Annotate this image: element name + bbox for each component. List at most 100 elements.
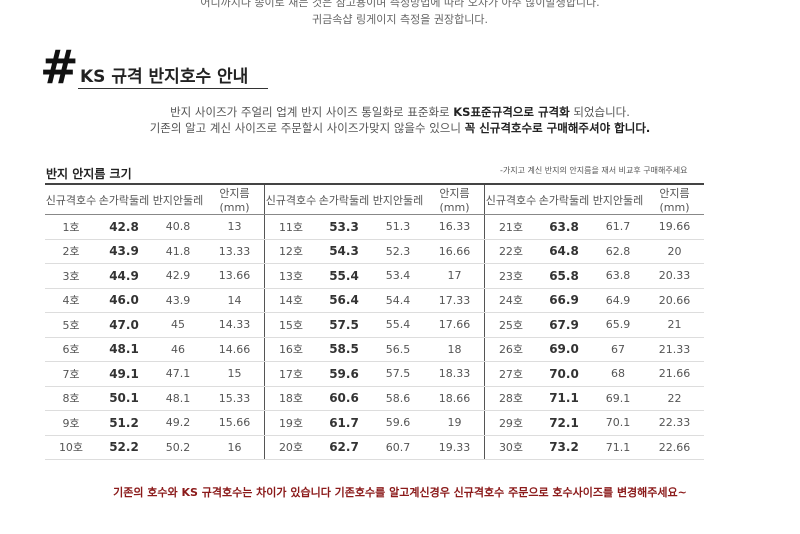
- table-cell: 6호: [45, 337, 97, 362]
- table-cell: 43.9: [151, 288, 205, 313]
- table-cell: 18: [425, 337, 485, 362]
- intro-line: 기존의 알고 계신 사이즈로 주문할시 사이즈가맞지 않을수 있으니 꼭 신규격…: [0, 120, 800, 136]
- table-cell: 15호: [264, 312, 317, 338]
- table-cell: 17.66: [425, 312, 485, 338]
- table-cell: 72.1: [537, 410, 591, 436]
- table-cell: 2호: [45, 239, 97, 264]
- table-cell: 64.8: [537, 239, 591, 264]
- table-cell: 58.6: [371, 386, 425, 411]
- table-cell: 59.6: [371, 410, 425, 436]
- table-cell: 17: [425, 263, 485, 289]
- table-cell: 15.33: [205, 386, 265, 411]
- table-cell: 41.8: [151, 239, 205, 264]
- table-cell: 68: [591, 361, 645, 387]
- table-cell: 19.66: [645, 214, 704, 240]
- table-cell: 4호: [45, 288, 97, 313]
- header-cell: 반지안둘레: [591, 183, 645, 215]
- table-row: 5호 47.0 45 14.33 15호 57.5 55.4 17.66 25호 67.9 65.9…: [45, 312, 704, 338]
- top-note: 귀금속샵 링게이지 측정을 권장합니다.: [312, 13, 488, 26]
- table-cell: 20: [645, 239, 704, 264]
- table-cell: 13.33: [205, 239, 265, 264]
- table-cell: 21호: [484, 214, 537, 240]
- table-cell: 56.5: [371, 337, 425, 362]
- table-cell: 13: [205, 214, 265, 240]
- emphasis: 꼭 신규격호수로 구매해주셔야 합니다.: [464, 121, 651, 135]
- table-cell: 63.8: [591, 263, 645, 289]
- header-cell: 반지안둘레: [371, 183, 425, 215]
- table-cell: 12호: [264, 239, 317, 264]
- header-cell: 손가락둘레: [97, 183, 151, 215]
- table-cell: 57.5: [317, 312, 371, 338]
- table-cell: 16호: [264, 337, 317, 362]
- table-cell: 18호: [264, 386, 317, 411]
- table-cell: 73.2: [537, 435, 591, 460]
- text: 반지 사이즈가 주얼리 업계 반지 사이즈 통일화로 표준화로: [170, 105, 454, 119]
- table-cell: 56.4: [317, 288, 371, 313]
- text: 기존의 알고 계신 사이즈로 주문할시 사이즈가맞지 않을수 있으니: [149, 121, 465, 135]
- table-cell: 43.9: [97, 239, 151, 264]
- heading-title: KS 규격 반지호수 안내: [80, 67, 249, 87]
- table-cell: 3호: [45, 263, 97, 289]
- table-cell: 54.4: [371, 288, 425, 313]
- table-cell: 52.3: [371, 239, 425, 264]
- table-cell: 64.9: [591, 288, 645, 313]
- table-cell: 42.8: [97, 214, 151, 240]
- table-cell: 17호: [264, 361, 317, 387]
- table-cell: 14.66: [205, 337, 265, 362]
- table-row: 1호 42.8 40.8 13 11호 53.3 51.3 16.33 21호 63.8 61.7 1…: [45, 214, 704, 240]
- table-cell: 53.3: [317, 214, 371, 240]
- table-row: 7호 49.1 47.1 15 17호 59.6 57.5 18.33 27호 70.0 68 21.…: [45, 361, 704, 387]
- table-cell: 14: [205, 288, 265, 313]
- table-cell: 18.66: [425, 386, 485, 411]
- table-cell: 20.33: [645, 263, 704, 289]
- table-cell: 58.5: [317, 337, 371, 362]
- table-row: 4호 46.0 43.9 14 14호 56.4 54.4 17.33 24호 66.9 64.9 2…: [45, 288, 704, 313]
- table-cell: 48.1: [97, 337, 151, 362]
- header-row: 신규격호수 손가락둘레 반지안둘레 안지름(mm) 신규격호수 손가락둘레 반지안둘레 안지름…: [45, 183, 704, 215]
- header-cell: 안지름(mm): [645, 183, 704, 215]
- table-cell: 24호: [484, 288, 537, 313]
- heading-mark: #: [40, 40, 79, 94]
- table-cell: 16.66: [425, 239, 485, 264]
- table-cell: 69.0: [537, 337, 591, 362]
- table-cell: 70.0: [537, 361, 591, 387]
- table-cell: 67.9: [537, 312, 591, 338]
- table-cell: 20호: [264, 435, 317, 460]
- heading-rule: [78, 88, 268, 89]
- table-cell: 13.66: [205, 263, 265, 289]
- table-cell: 19호: [264, 410, 317, 436]
- table-cell: 71.1: [537, 386, 591, 411]
- table-cell: 15: [205, 361, 265, 387]
- table-cell: 62.8: [591, 239, 645, 264]
- header-cell: 손가락둘레: [537, 183, 591, 215]
- table-cell: 18.33: [425, 361, 485, 387]
- table-cell: 60.7: [371, 435, 425, 460]
- table-cell: 10호: [45, 435, 97, 460]
- table-row: 10호 52.2 50.2 16 20호 62.7 60.7 19.33 30호 73.2 71.1…: [45, 435, 704, 460]
- table-cell: 29호: [484, 410, 537, 436]
- table-cell: 61.7: [591, 214, 645, 240]
- table-cell: 49.1: [97, 361, 151, 387]
- table-cell: 61.7: [317, 410, 371, 436]
- table-cell: 19.33: [425, 435, 485, 460]
- text: 되었습니다.: [569, 105, 630, 119]
- table-cell: 7호: [45, 361, 97, 387]
- table-caption: 반지 안지름 크기: [46, 167, 132, 181]
- table-cell: 25호: [484, 312, 537, 338]
- table-cell: 20.66: [645, 288, 704, 313]
- table-cell: 28호: [484, 386, 537, 411]
- table-cell: 13호: [264, 263, 317, 289]
- header-cell: 손가락둘레: [317, 183, 371, 215]
- table-cell: 55.4: [371, 312, 425, 338]
- table-cell: 15.66: [205, 410, 265, 436]
- table-row: 8호 50.1 48.1 15.33 18호 60.6 58.6 18.66 28호 71.1 69…: [45, 386, 704, 411]
- table-cell: 19: [425, 410, 485, 436]
- table-cell: 55.4: [317, 263, 371, 289]
- table-cell: 16.33: [425, 214, 485, 240]
- table-cell: 54.3: [317, 239, 371, 264]
- footer-note: 기존의 호수와 KS 규격호수는 차이가 있습니다 기존호수를 알고계신경우 신…: [113, 486, 687, 499]
- header-cell: 신규격호수: [264, 183, 317, 215]
- table-cell: 11호: [264, 214, 317, 240]
- table-cell: 5호: [45, 312, 97, 338]
